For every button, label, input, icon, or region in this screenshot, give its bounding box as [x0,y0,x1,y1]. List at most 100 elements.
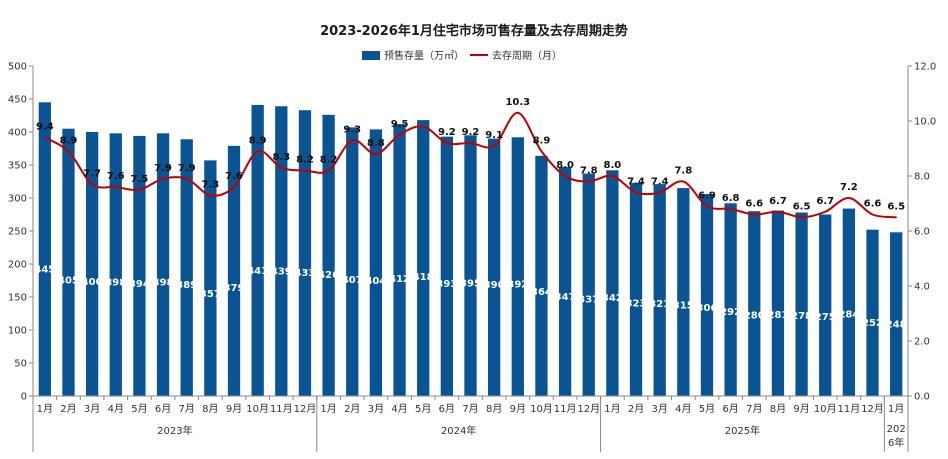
bar [440,136,453,396]
bar-value-label: 398 [105,278,126,289]
line-point [162,177,164,180]
legend-bar-swatch [362,51,380,60]
line-value-label: 6.6 [745,199,763,210]
x-tick-label: 12月 [294,403,317,415]
line-value-label: 7.9 [154,163,172,174]
bar-value-label: 278 [791,311,812,322]
x-tick-label: 5月 [699,403,715,415]
line-value-label: 6.8 [722,193,740,204]
bar [724,203,737,396]
x-tick-label: 2月 [344,403,360,415]
bar [511,137,524,396]
bar [133,135,146,396]
bar-value-label: 405 [58,276,79,287]
line-value-label: 9.4 [36,122,54,133]
bar-value-label: 445 [34,265,55,276]
bar-value-label: 404 [365,276,386,287]
bar-value-label: 347 [555,292,576,303]
line-point [304,169,306,172]
bar [819,214,832,396]
right-tick-label: 12.0 [914,62,936,73]
line-value-label: 7.6 [225,171,243,182]
bar-value-label: 400 [82,277,103,288]
line-point [635,191,637,194]
x-axis: 1月 2月 3月 4月 5月 6月 7月 8月 9月 10月 11月 12月 1月 2月 3月 4月 5月 6月 7… [32,395,909,452]
bar [795,212,808,396]
left-tick-label: 0 [21,392,27,403]
x-tick-label: 1月 [37,403,53,415]
line-point [114,186,117,188]
line-point [753,213,756,216]
line-value-label: 8.0 [556,160,574,171]
bar [629,182,643,396]
line-point [493,144,495,147]
line-value-label: 8.0 [604,160,622,171]
line-value-label: 6.9 [698,190,716,201]
x-tick-label: 10月 [246,403,269,415]
x-tick-label: 11月 [270,403,293,415]
x-tick-label: 8月 [770,403,786,415]
x-tick-label: 2月 [628,403,644,415]
line-point [327,169,330,172]
x-tick-label: 6月 [439,403,455,415]
bar [748,211,761,396]
line-point [256,150,259,153]
bar-value-label: 418 [413,272,434,283]
line-point [209,194,212,197]
bar [180,139,193,396]
line-value-label: 8.2 [320,155,338,166]
line-point [351,139,354,142]
bar-value-label: 390 [484,280,505,291]
left-tick-label: 450 [8,95,27,106]
line-point [44,136,46,139]
left-tick-label: 50 [14,359,27,370]
x-tick-label: 4月 [391,403,407,415]
bar-value-label: 323 [626,298,647,309]
line-value-label: 7.8 [580,166,598,177]
bar [771,210,785,396]
bar [369,129,383,397]
line-point [91,183,93,186]
bar-value-label: 342 [602,293,623,304]
left-tick-label: 350 [8,161,27,172]
line-point [422,125,425,128]
x-tick-label: 7月 [746,403,762,415]
right-tick-label: 0.0 [914,392,930,403]
line-point [564,175,566,177]
line-value-label: 7.4 [627,177,645,188]
bar [298,110,312,396]
line-point [67,150,70,153]
bar-value-label: 364 [531,287,552,298]
x-tick-label: 1月 [604,403,620,415]
x-tick-label: 10月 [530,403,553,415]
bar-value-label: 284 [838,309,859,320]
bar-value-label: 306 [697,303,718,314]
bar [109,133,122,396]
left-tick-label: 250 [8,227,27,238]
line-value-label: 7.8 [674,166,692,177]
x-tick-label: 3月 [84,403,100,415]
line-point [540,150,543,153]
left-tick-label: 150 [8,293,27,304]
line-point [398,133,401,136]
bar [275,106,288,396]
left-tick-label: 500 [8,62,27,73]
line-value-label: 7.4 [651,177,669,188]
line-point [871,213,874,216]
left-tick-label: 200 [8,260,27,271]
year-label: 2025年 [725,424,760,437]
line-point [658,191,661,194]
bar [85,132,99,396]
x-tick-label: 9月 [793,403,809,415]
line-point [587,180,590,183]
bar-value-label: 407 [342,275,363,286]
bar-value-label: 412 [389,274,410,285]
bar-series [38,102,903,397]
x-tick-label: 8月 [202,403,218,415]
line-point [516,111,519,114]
line-value-label: 7.3 [202,179,220,190]
line-value-label: 8.9 [60,135,78,146]
year-label: 2024年 [441,424,476,437]
